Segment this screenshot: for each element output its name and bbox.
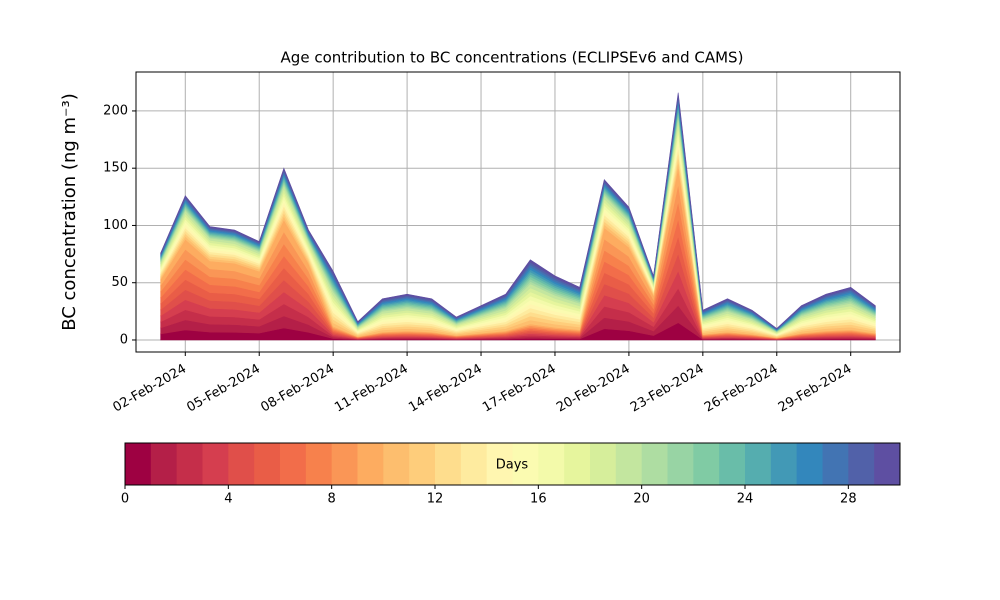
- y-axis-label: BC concentration (ng m⁻³): [59, 93, 80, 331]
- colorbar-tick-label: 8: [328, 492, 336, 507]
- colorbar-bin: [693, 443, 720, 485]
- x-tick-label: 26-Feb-2024: [702, 362, 781, 416]
- x-tick-label: 08-Feb-2024: [258, 362, 337, 416]
- y-tick-label: 0: [120, 332, 128, 347]
- colorbar-bin: [383, 443, 410, 485]
- colorbar-tick-label: 20: [633, 492, 650, 507]
- y-tick-label: 50: [111, 275, 128, 290]
- colorbar-bin: [590, 443, 617, 485]
- colorbar-bin: [357, 443, 384, 485]
- colorbar-bin: [538, 443, 565, 485]
- colorbar-bin: [305, 443, 333, 485]
- area-layer: [160, 92, 876, 330]
- colorbar-bin: [150, 443, 178, 485]
- y-tick-label: 100: [103, 218, 128, 233]
- colorbar-bin: [280, 443, 307, 485]
- colorbar-bin: [874, 443, 901, 485]
- colorbar-bin: [228, 443, 255, 485]
- chart-title: Age contribution to BC concentrations (E…: [281, 49, 744, 67]
- x-tick-label: 23-Feb-2024: [628, 362, 707, 416]
- colorbar-bin: [770, 443, 798, 485]
- colorbar-bin: [745, 443, 772, 485]
- y-tick-label: 150: [103, 161, 128, 176]
- colorbar-bin: [848, 443, 875, 485]
- colorbar-tick-label: 24: [737, 492, 754, 507]
- colorbar-bin: [254, 443, 281, 485]
- colorbar-bin: [125, 443, 152, 485]
- colorbar-bin: [331, 443, 358, 485]
- colorbar-bin: [564, 443, 591, 485]
- colorbar-bin: [460, 443, 488, 485]
- colorbar-tick-label: 0: [121, 492, 129, 507]
- colorbar-bin: [176, 443, 203, 485]
- x-tick-label: 02-Feb-2024: [110, 362, 189, 416]
- colorbar-frame: [124, 442, 901, 486]
- x-tick-label: 17-Feb-2024: [480, 362, 559, 416]
- plot-frame: [135, 71, 901, 353]
- x-tick-label: 29-Feb-2024: [776, 362, 855, 416]
- x-tick-label: 11-Feb-2024: [332, 362, 411, 416]
- colorbar-bin: [615, 443, 643, 485]
- colorbar-bin: [486, 443, 513, 485]
- colorbar-tick-label: 4: [224, 492, 232, 507]
- x-tick-label: 20-Feb-2024: [554, 362, 633, 416]
- y-tick-label: 200: [103, 103, 128, 118]
- colorbar-bin: [796, 443, 823, 485]
- colorbar-bin: [435, 443, 462, 485]
- colorbar-tick-label: 16: [530, 492, 547, 507]
- x-tick-label: 14-Feb-2024: [406, 362, 485, 416]
- colorbar-label: Days: [496, 458, 529, 473]
- colorbar-bin: [641, 443, 668, 485]
- x-tick-label: 05-Feb-2024: [184, 362, 263, 416]
- colorbar-bin: [822, 443, 849, 485]
- colorbar-bin: [409, 443, 436, 485]
- colorbar-bin: [512, 443, 539, 485]
- colorbar-tick-label: 12: [427, 492, 444, 507]
- colorbar-bin: [667, 443, 694, 485]
- colorbar-bin: [202, 443, 229, 485]
- colorbar-tick-label: 28: [840, 492, 857, 507]
- colorbar-bin: [719, 443, 746, 485]
